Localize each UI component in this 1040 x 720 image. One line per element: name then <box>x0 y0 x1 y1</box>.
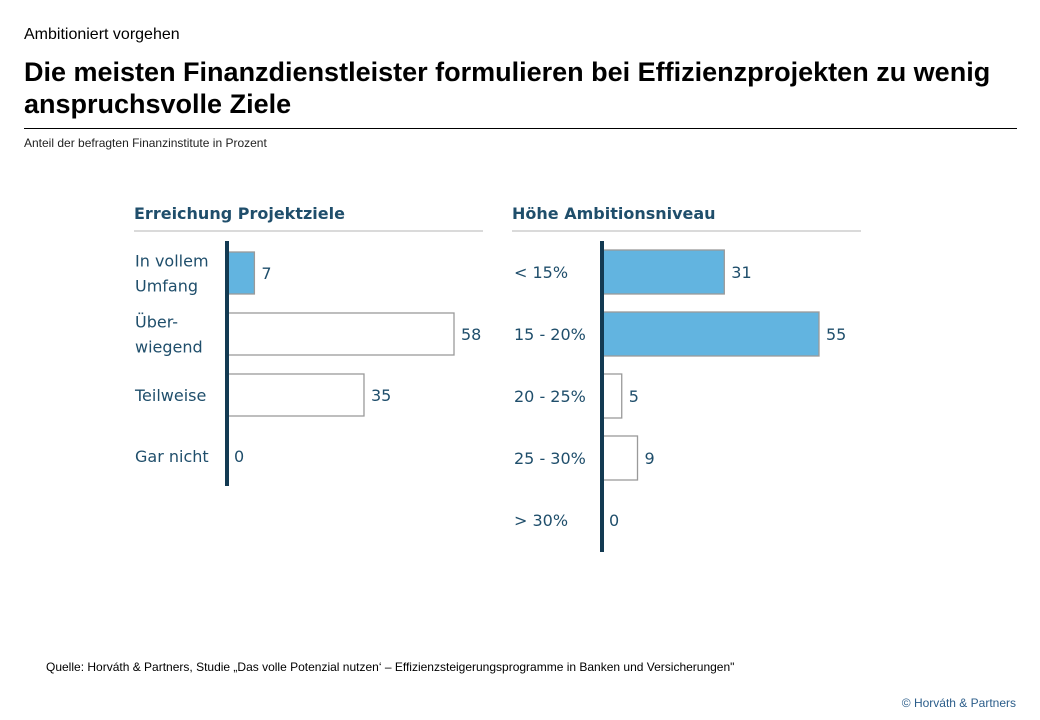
page-title: Die meisten Finanzdienstleister formulie… <box>24 57 991 119</box>
category-label: In vollem <box>135 252 209 271</box>
category-label: 20 - 25% <box>514 387 586 406</box>
bar <box>226 373 365 417</box>
category-label: wiegend <box>135 338 203 357</box>
category-label: < 15% <box>514 263 568 282</box>
bar <box>601 249 725 295</box>
data-label: 5 <box>629 387 639 406</box>
data-label: 9 <box>645 449 655 468</box>
data-label: 35 <box>371 386 391 405</box>
bar <box>226 251 256 295</box>
copyright: © Horváth & Partners <box>901 696 1016 710</box>
category-label: Über- <box>135 313 178 332</box>
source-note: Quelle: Horváth & Partners, Studie „Das … <box>46 660 735 674</box>
category-label: 25 - 30% <box>514 449 586 468</box>
data-label: 58 <box>461 325 481 344</box>
data-label: 55 <box>826 325 846 344</box>
bar <box>601 435 639 481</box>
category-label: Gar nicht <box>135 447 209 466</box>
data-label: 7 <box>261 264 271 283</box>
bar <box>601 311 820 357</box>
category-label: > 30% <box>514 511 568 530</box>
category-label: Teilweise <box>134 386 206 405</box>
bar <box>226 312 455 356</box>
kicker-text: Ambitioniert vorgehen <box>24 26 180 43</box>
chart-title: Erreichung Projektziele <box>134 204 345 223</box>
data-label: 31 <box>731 263 751 282</box>
title-divider <box>24 128 1017 129</box>
data-label: 0 <box>609 511 619 530</box>
page-subtitle: Anteil der befragten Finanzinstitute in … <box>24 136 267 150</box>
bar <box>601 373 623 419</box>
data-label: 0 <box>234 447 244 466</box>
chart-title: Höhe Ambitionsniveau <box>512 204 716 223</box>
category-label: Umfang <box>135 277 198 296</box>
category-label: 15 - 20% <box>514 325 586 344</box>
